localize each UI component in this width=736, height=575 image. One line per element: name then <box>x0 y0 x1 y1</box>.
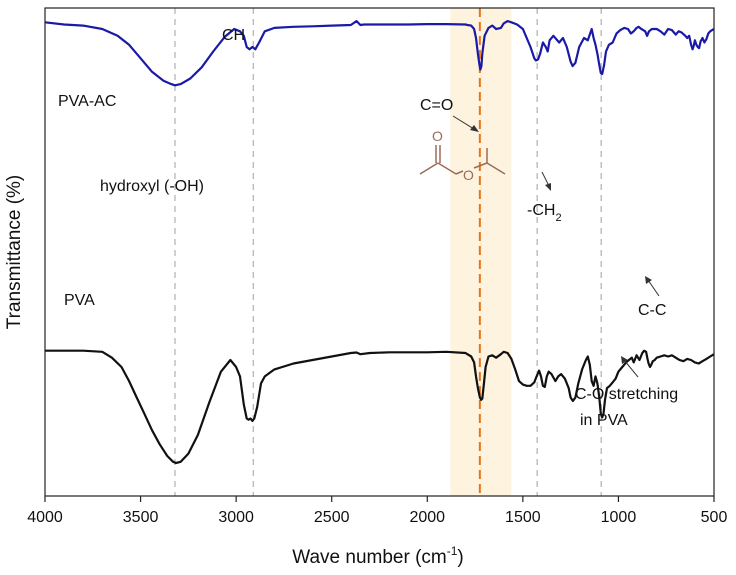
x-tick-label: 2500 <box>314 509 350 526</box>
annotation-co-line1: C-O stretching <box>575 386 678 403</box>
annotation-cc: C-C <box>638 302 666 319</box>
x-axis-ticks: 4000 3500 3000 2500 2000 1500 1000 500 <box>27 496 727 526</box>
ch2-arrow <box>541 171 550 187</box>
x-tick-label: 2000 <box>409 509 445 526</box>
x-tick-label: 3500 <box>123 509 159 526</box>
x-tick-label: 4000 <box>27 509 63 526</box>
co-arrowhead <box>621 356 628 364</box>
annotation-ch2: -CH2 <box>527 202 562 224</box>
series-line-pva <box>45 349 715 465</box>
molecule-oxygen-ester: O <box>463 167 474 183</box>
molecule-oxygen-carbonyl: O <box>432 128 443 144</box>
carbonyl-arrowhead <box>470 125 479 132</box>
series-label-pva-ac: PVA-AC <box>58 93 116 110</box>
cc-arrow <box>647 279 660 297</box>
x-tick-label: 500 <box>701 509 728 526</box>
cc-arrowhead <box>645 276 652 284</box>
series-label-pva: PVA <box>64 292 95 309</box>
co-arrow <box>623 359 639 378</box>
annotation-co-line2: in PVA <box>580 412 628 429</box>
y-axis-title: Transmittance (%) <box>4 175 25 330</box>
series-layer <box>44 20 715 465</box>
x-axis-title: Wave number (cm-1) <box>292 544 464 568</box>
acetate-molecule-drawing <box>419 145 506 175</box>
reference-lines <box>174 8 602 496</box>
x-tick-label: 1500 <box>505 509 541 526</box>
annotation-carbonyl: C=O <box>420 97 453 114</box>
ch2-arrowhead <box>545 183 551 191</box>
annotation-hydroxyl: hydroxyl (-OH) <box>100 178 204 195</box>
annotation-ch: CH <box>222 27 245 44</box>
carbonyl-arrow <box>452 115 475 130</box>
x-tick-label: 3000 <box>218 509 254 526</box>
x-tick-label: 1000 <box>601 509 637 526</box>
series-line-pva-ac <box>44 20 715 87</box>
plot-frame <box>44 7 715 497</box>
